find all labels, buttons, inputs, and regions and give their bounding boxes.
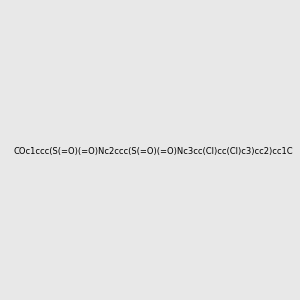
Text: COc1ccc(S(=O)(=O)Nc2ccc(S(=O)(=O)Nc3cc(Cl)cc(Cl)c3)cc2)cc1C: COc1ccc(S(=O)(=O)Nc2ccc(S(=O)(=O)Nc3cc(C… [14,147,294,156]
